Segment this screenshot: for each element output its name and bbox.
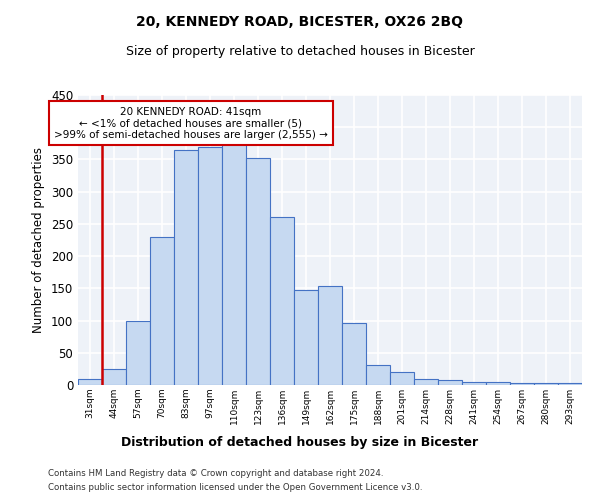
Bar bbox=[342, 323, 366, 385]
Bar bbox=[102, 369, 126, 385]
Text: Contains public sector information licensed under the Open Government Licence v3: Contains public sector information licen… bbox=[48, 484, 422, 492]
Bar bbox=[198, 146, 222, 385]
Text: Contains HM Land Registry data © Crown copyright and database right 2024.: Contains HM Land Registry data © Crown c… bbox=[48, 468, 383, 477]
Text: Distribution of detached houses by size in Bicester: Distribution of detached houses by size … bbox=[121, 436, 479, 449]
Bar bbox=[126, 320, 150, 385]
Bar bbox=[558, 383, 582, 385]
Bar bbox=[414, 378, 438, 385]
Bar bbox=[510, 383, 534, 385]
Bar bbox=[294, 290, 318, 385]
Bar bbox=[366, 365, 390, 385]
Bar bbox=[246, 158, 270, 385]
Bar bbox=[486, 382, 510, 385]
Bar bbox=[390, 372, 414, 385]
Text: 20, KENNEDY ROAD, BICESTER, OX26 2BQ: 20, KENNEDY ROAD, BICESTER, OX26 2BQ bbox=[137, 15, 464, 29]
Bar bbox=[174, 150, 198, 385]
Bar bbox=[78, 378, 102, 385]
Bar bbox=[438, 380, 462, 385]
Bar bbox=[462, 382, 486, 385]
Y-axis label: Number of detached properties: Number of detached properties bbox=[32, 147, 46, 333]
Bar bbox=[270, 218, 294, 385]
Bar bbox=[150, 237, 174, 385]
Text: 20 KENNEDY ROAD: 41sqm
← <1% of detached houses are smaller (5)
>99% of semi-det: 20 KENNEDY ROAD: 41sqm ← <1% of detached… bbox=[54, 106, 328, 140]
Bar bbox=[534, 383, 558, 385]
Text: Size of property relative to detached houses in Bicester: Size of property relative to detached ho… bbox=[125, 45, 475, 58]
Bar bbox=[222, 144, 246, 385]
Bar bbox=[318, 286, 342, 385]
